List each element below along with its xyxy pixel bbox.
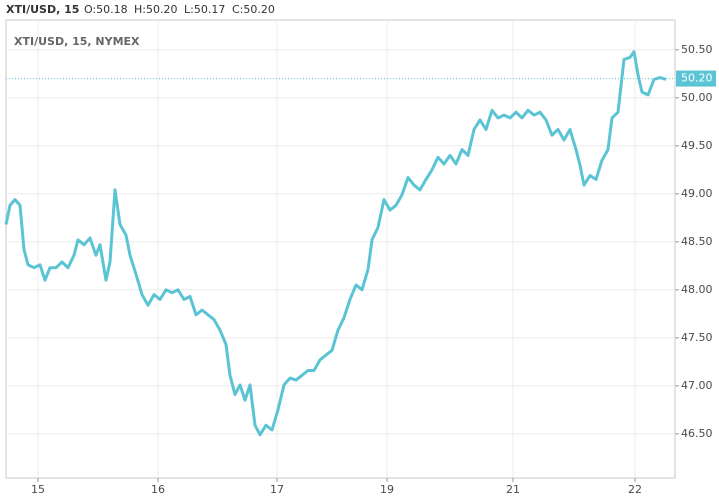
- last-price-label: 50.20: [681, 72, 713, 85]
- grid: [6, 20, 675, 478]
- marks: [4, 50, 667, 437]
- y-tick-label: 50.50: [681, 43, 713, 56]
- y-tick-label: 47.00: [681, 379, 713, 392]
- ohlc-high: H:50.20: [134, 3, 177, 16]
- y-tick-label: 49.00: [681, 187, 713, 200]
- last-price-box: [676, 70, 716, 87]
- chart-title: XTI/USD, 15, NYMEX: [14, 35, 140, 48]
- x-tick-label: 21: [506, 483, 520, 496]
- x-tick-label: 17: [270, 483, 284, 496]
- ohlc-low: L:50.17: [184, 3, 225, 16]
- y-tick-label: 48.50: [681, 235, 713, 248]
- x-tick-label: 19: [380, 483, 394, 496]
- x-tick-label: 22: [628, 483, 642, 496]
- x-tick-label: 15: [31, 483, 45, 496]
- y-tick-label: 47.50: [681, 331, 713, 344]
- symbol: XTI/USD, 15: [6, 3, 79, 16]
- ohlc-close: C:50.20: [232, 3, 275, 16]
- x-tick-label: 16: [151, 483, 165, 496]
- y-tick-label: 49.50: [681, 139, 713, 152]
- y-tick-label: 50.00: [681, 91, 713, 104]
- plot-frame: [5, 19, 676, 479]
- y-tick-label: 46.50: [681, 427, 713, 440]
- price-line: [4, 50, 667, 437]
- y-tick-label: 48.00: [681, 283, 713, 296]
- ohlc-open: O:50.18: [84, 3, 128, 16]
